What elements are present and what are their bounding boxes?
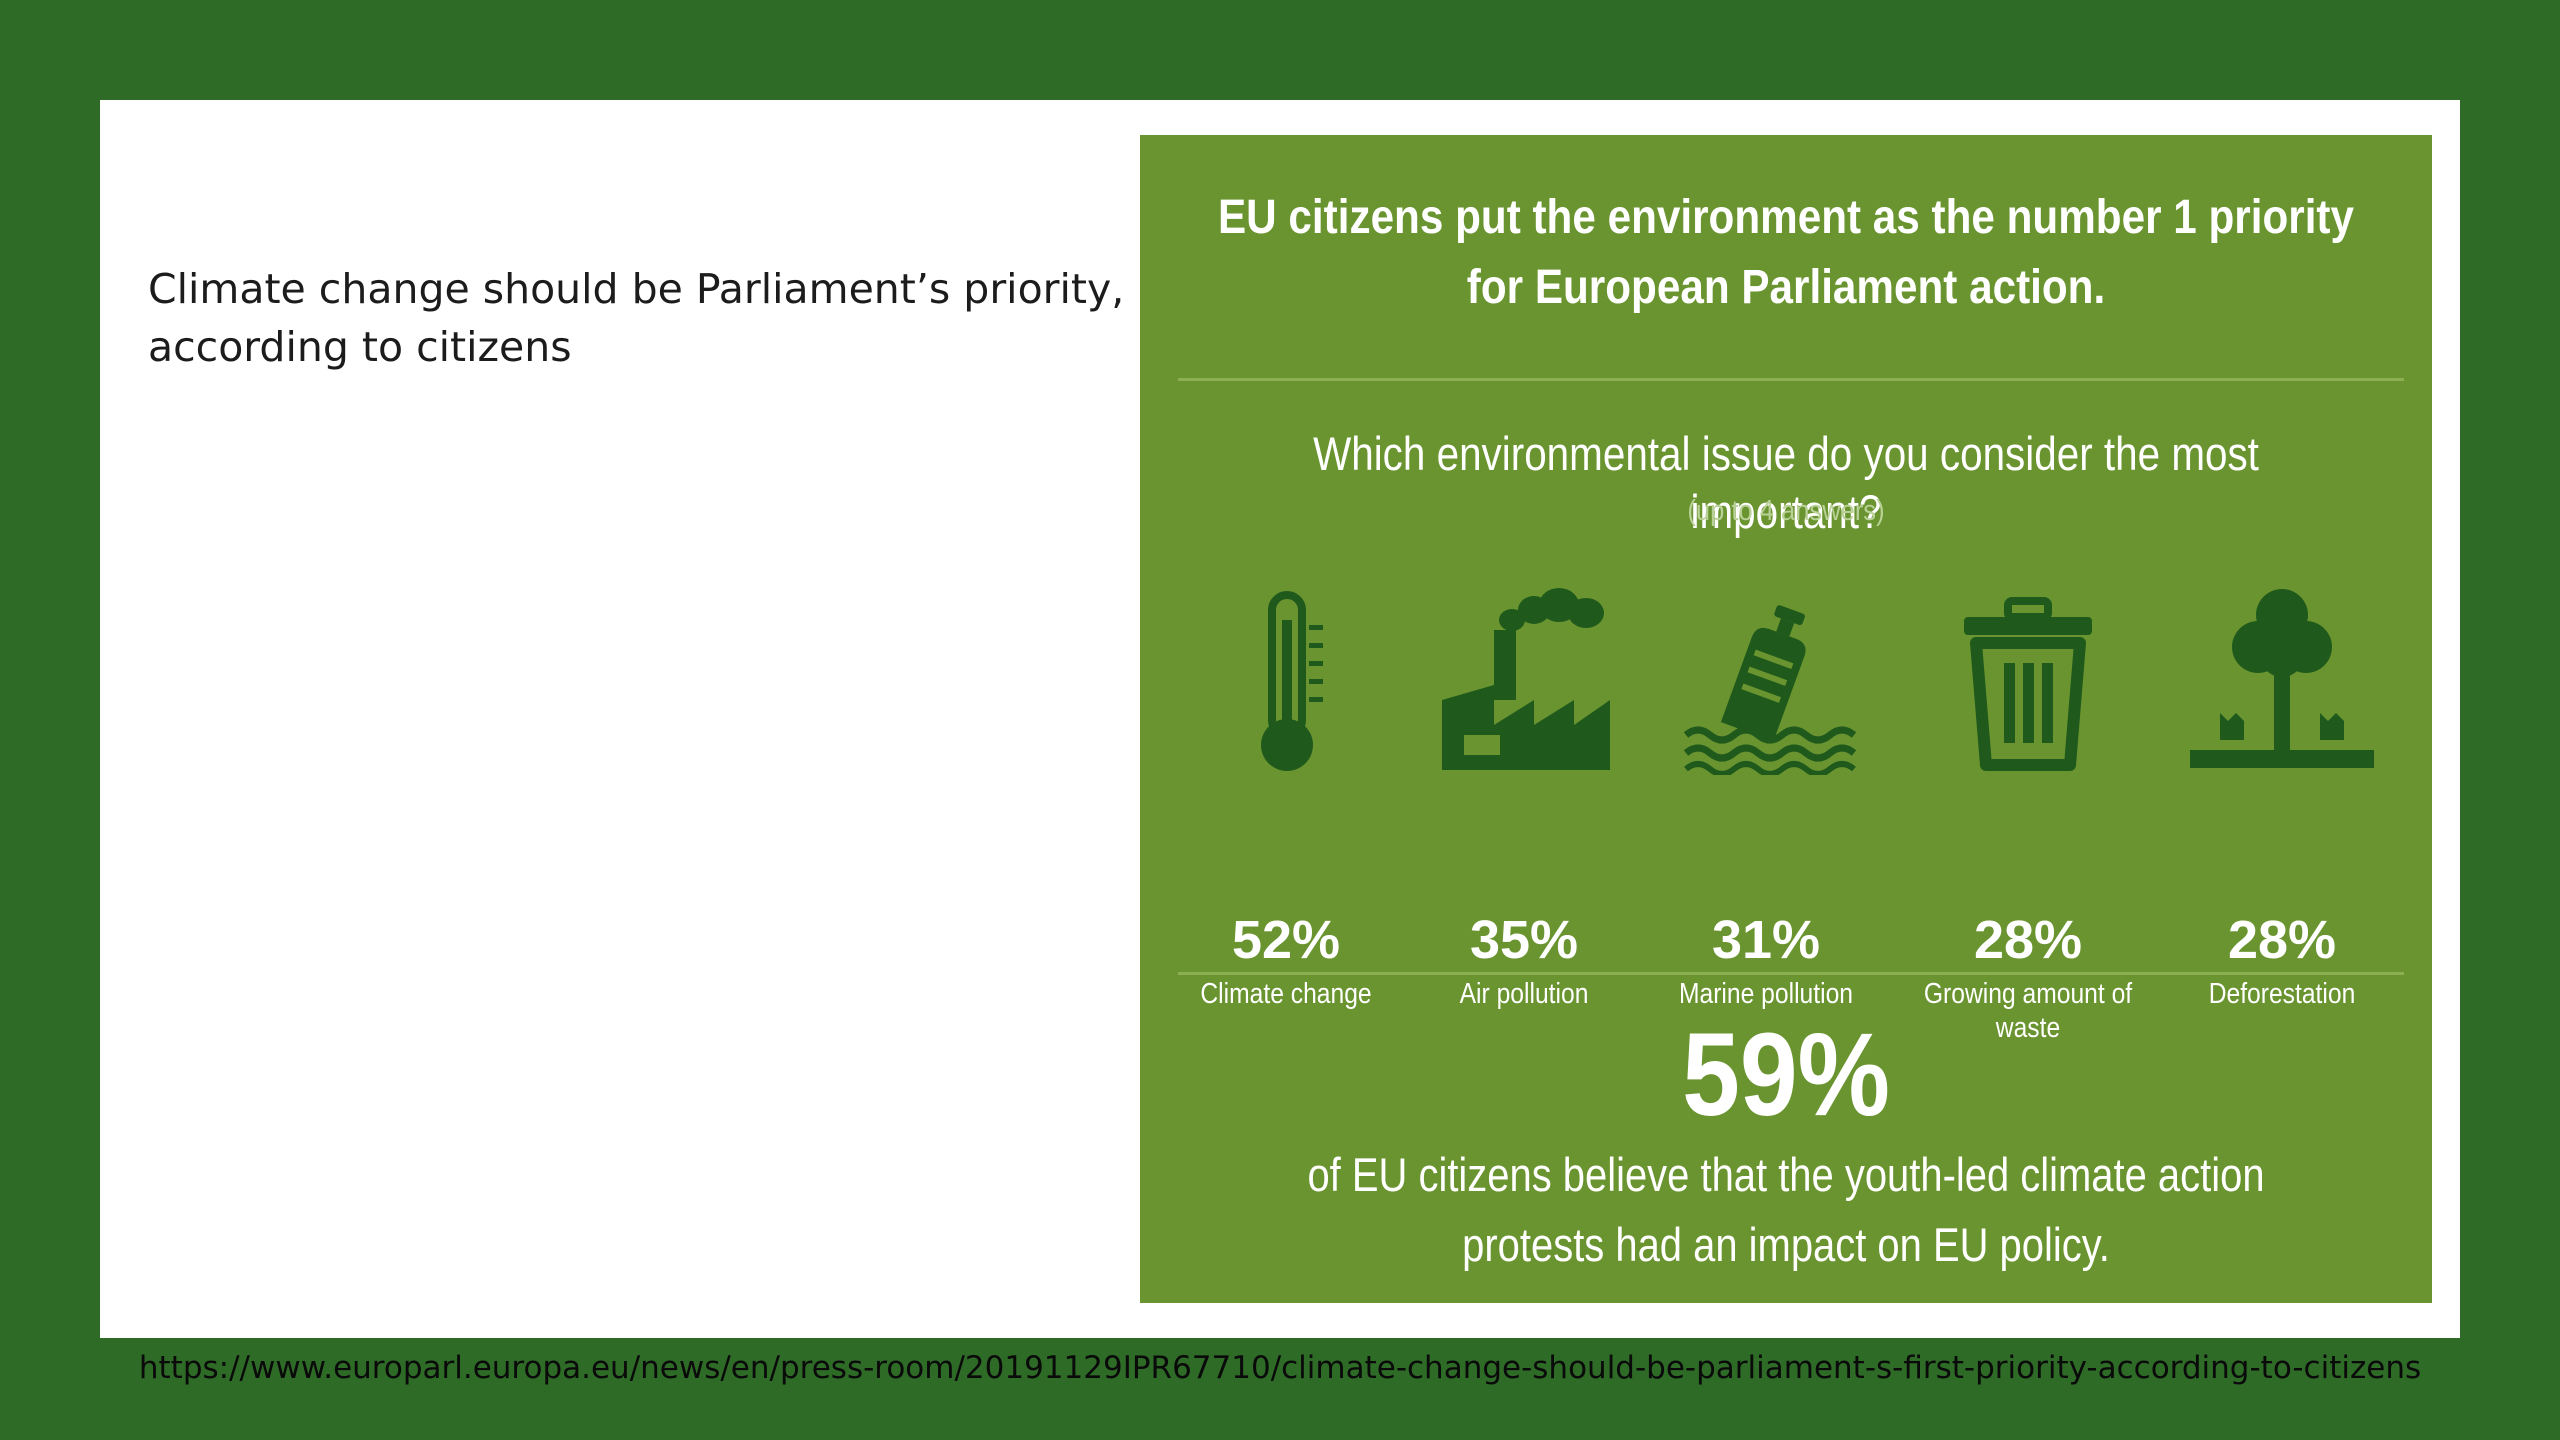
issue-percent: 35% (1469, 910, 1579, 970)
thermometer-icon (1261, 591, 1323, 771)
factory-icon (1442, 588, 1610, 770)
infographic-title: EU citizens put the environment as the n… (1218, 191, 2354, 314)
issue-label: Climate change (1200, 978, 1372, 1010)
survey-note: (up to 4 answers) (1687, 495, 1885, 527)
issue-percent: 52% (1231, 910, 1341, 970)
headline-percent: 59% (1682, 1009, 1890, 1141)
issue-item-marine-pollution: 31% Marine pollution (1636, 585, 1896, 1010)
survey-question: Which environmental issue do you conside… (1313, 427, 2259, 538)
issue-item-deforestation: 28% Deforestation (2152, 585, 2412, 1010)
issue-item-climate-change: 52% Climate change (1156, 585, 1416, 1010)
infographic-panel: EU citizens put the environment as the n… (1140, 135, 2432, 1303)
trash-bin-icon (1964, 597, 2092, 771)
divider-bottom (1178, 972, 2404, 975)
deforestation-icon (2190, 589, 2374, 768)
issue-item-waste: 28% Growing amount of waste (1898, 585, 2158, 1044)
divider-top (1178, 378, 2404, 381)
issue-label: Air pollution (1459, 978, 1589, 1010)
marine-pollution-icon (1683, 605, 1857, 775)
issue-label: Growing amount of waste (1923, 978, 2133, 1044)
slide-caption: Climate change should be Parliament’s pr… (148, 265, 1125, 371)
issue-percent: 28% (2227, 910, 2337, 970)
headline-statement: of EU citizens believe that the youth-le… (1307, 1148, 2265, 1271)
issue-item-air-pollution: 35% Air pollution (1394, 585, 1654, 1010)
slide: Climate change should be Parliament’s pr… (100, 100, 2460, 1338)
issue-percent: 28% (1973, 910, 2083, 970)
issue-label: Deforestation (2208, 978, 2356, 1010)
issue-percent: 31% (1711, 910, 1821, 970)
issue-label: Marine pollution (1678, 978, 1854, 1010)
source-url: https://www.europarl.europa.eu/news/en/p… (138, 1350, 2422, 1386)
